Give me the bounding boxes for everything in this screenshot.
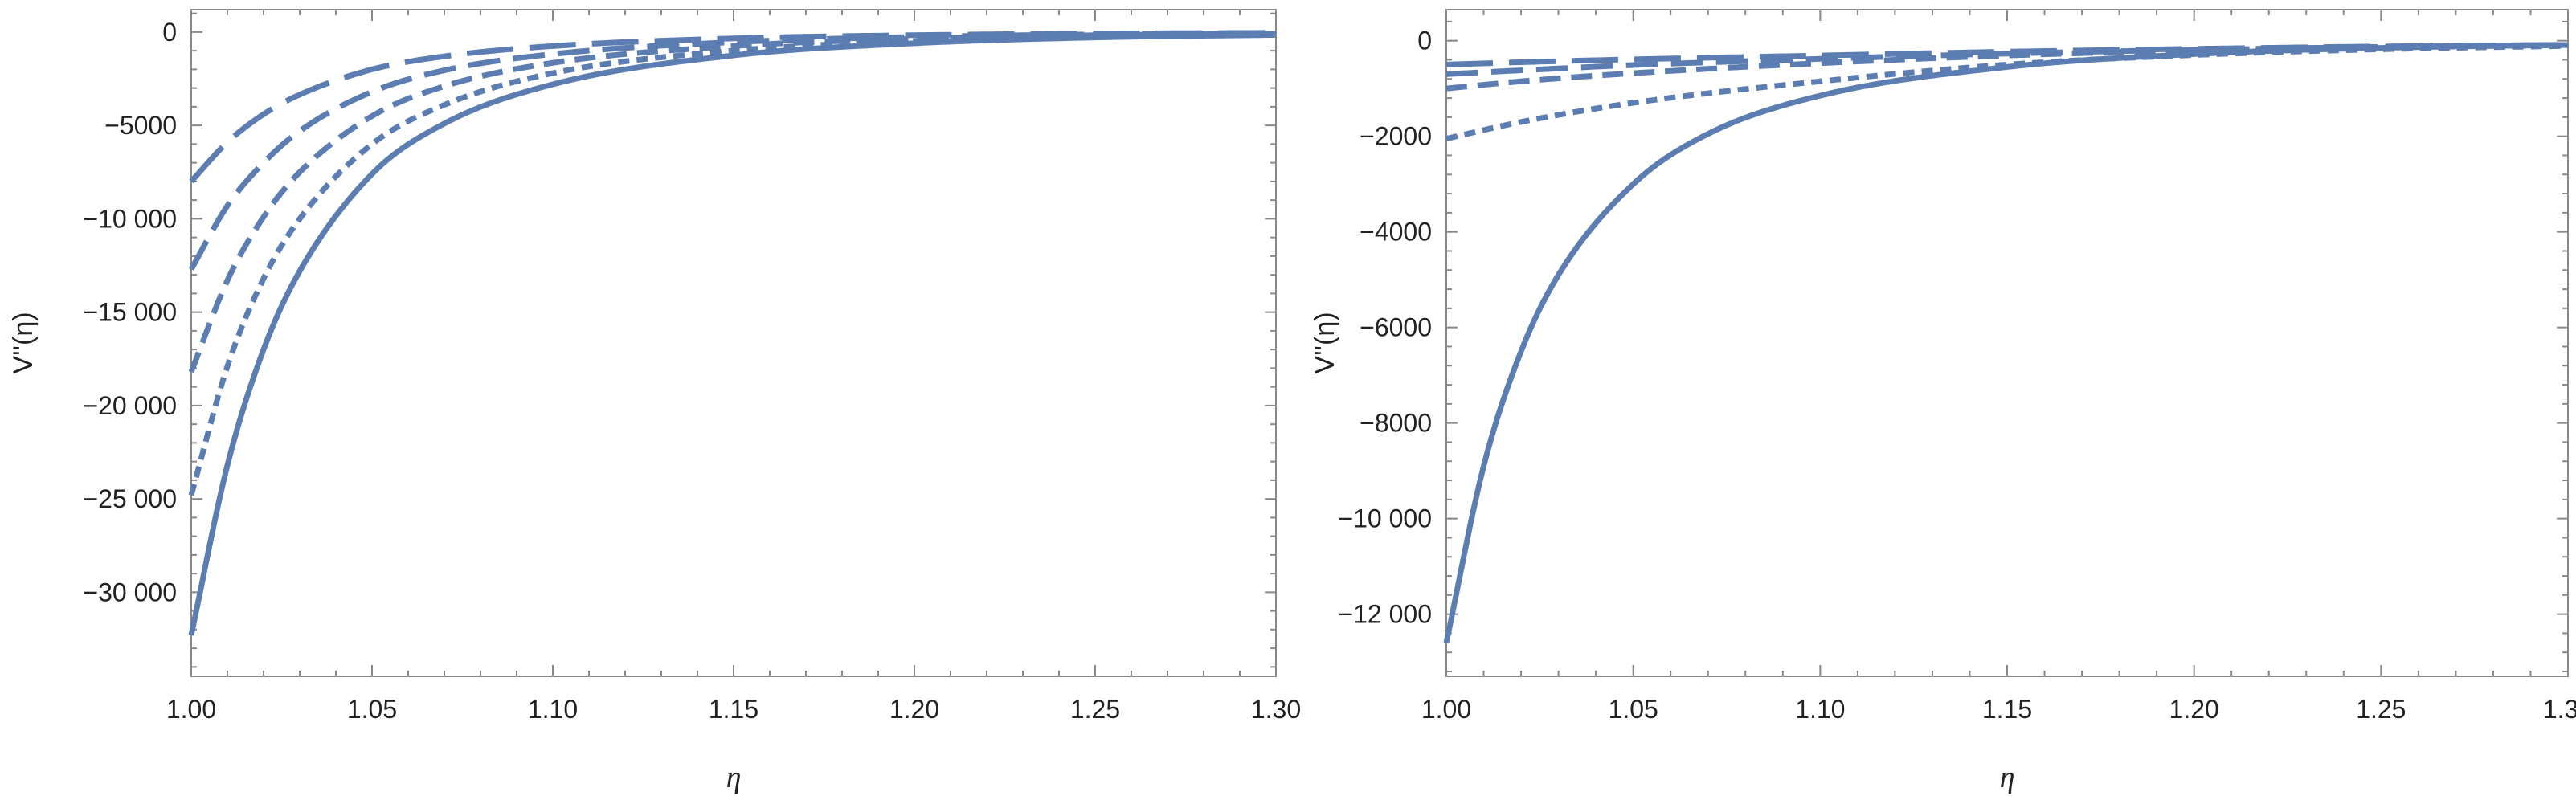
x-axis-label: η <box>2000 761 2015 794</box>
y-axis-label: V''(η) <box>1310 312 1340 373</box>
y-tick-label: −20 000 <box>83 391 177 420</box>
y-tick-label: −10 000 <box>1338 504 1432 533</box>
y-tick-label: −12 000 <box>1338 600 1432 629</box>
x-tick-label: 1.25 <box>2356 695 2406 724</box>
series-line-dotted <box>1445 43 2569 142</box>
y-tick-label: −30 000 <box>83 578 177 606</box>
x-tick-label: 1.25 <box>1070 695 1120 724</box>
series-line-short-dash <box>188 31 1277 373</box>
x-tick-label: 1.10 <box>1795 695 1845 724</box>
y-tick-label: −15 000 <box>83 298 177 327</box>
series-line-medium-dash <box>1445 42 2569 77</box>
chart-panel-2: 1.00 1.05 1.10 1.15 1.20 1.25 1.30 0 −2000 −4000 −… <box>1310 9 2576 794</box>
y-tick-label: −6000 <box>1360 313 1432 342</box>
y-tick-label: −5000 <box>104 111 177 140</box>
x-tick-label: 1.00 <box>166 695 216 724</box>
y-tick-label: −8000 <box>1360 409 1432 438</box>
x-axis-label: η <box>726 761 742 794</box>
y-tick-label: −4000 <box>1360 218 1432 247</box>
series-line-solid <box>1443 42 2569 644</box>
y-tick-label: −2000 <box>1360 122 1432 151</box>
x-tick-label: 1.10 <box>528 695 578 724</box>
x-tick-label: 1.15 <box>1982 695 2032 724</box>
y-tick-label: 0 <box>162 18 177 47</box>
x-tick-label: 1.30 <box>2543 695 2576 724</box>
series-line-dotted <box>188 31 1277 496</box>
y-tick-label: 0 <box>1417 27 1432 55</box>
series-line-long-dash <box>189 30 1277 184</box>
x-tick-label: 1.05 <box>347 695 397 724</box>
x-tick-label: 1.15 <box>709 695 758 724</box>
y-axis-label: V''(η) <box>8 312 39 373</box>
x-tick-label: 1.20 <box>889 695 939 724</box>
x-tick-label: 1.05 <box>1609 695 1658 724</box>
y-tick-label: −10 000 <box>83 204 177 233</box>
plot-frame <box>190 9 1277 677</box>
plot-frame <box>1445 9 2569 677</box>
x-tick-label: 1.30 <box>1251 695 1301 724</box>
y-tick-label: −25 000 <box>83 484 177 513</box>
series-line-medium-dash <box>188 30 1277 271</box>
x-tick-label: 1.20 <box>2169 695 2219 724</box>
chart-panel-1: 1.00 1.05 1.10 1.15 1.20 1.25 1.30 0 −5000 −10 00… <box>8 9 1301 794</box>
x-tick-label: 1.00 <box>1421 695 1471 724</box>
